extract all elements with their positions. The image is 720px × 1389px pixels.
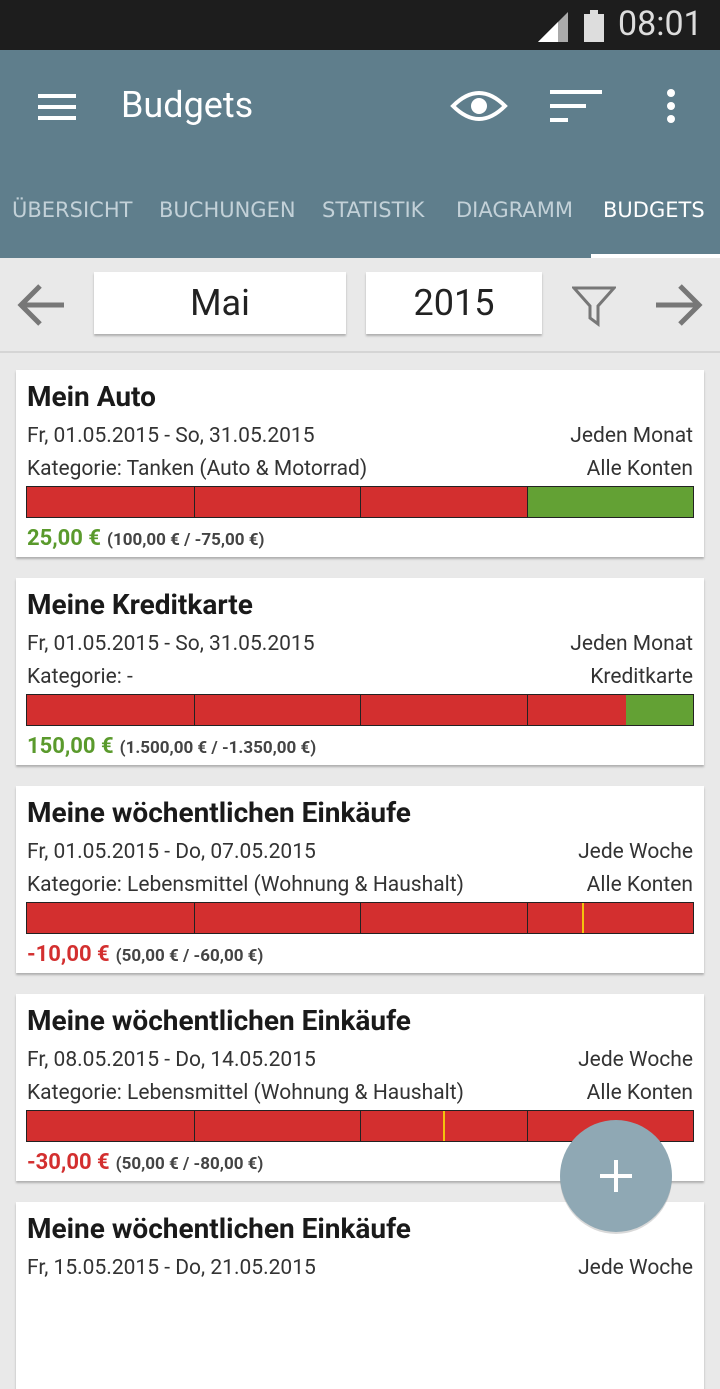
tab[interactable]: BUDGETS <box>603 198 705 222</box>
amount-line: 25,00 € (100,00 € / -75,00 €) <box>27 526 264 551</box>
tab[interactable]: STATISTIK <box>322 198 425 222</box>
budget-name: Meine wöchentlichen Einkäufe <box>27 796 411 829</box>
remaining-amount: -10,00 € <box>27 942 110 967</box>
recurrence: Jeden Monat <box>570 424 693 448</box>
bar-divider <box>360 487 361 517</box>
more-button[interactable] <box>664 88 678 124</box>
budget-detail: (50,00 € / -60,00 €) <box>115 946 264 966</box>
budget-name: Meine Kreditkarte <box>27 588 253 621</box>
budget-card[interactable]: Meine Kreditkarte Fr, 01.05.2015 - So, 31… <box>16 578 704 765</box>
budget-card[interactable]: Meine wöchentlichen Einkäufe Fr, 01.05.20… <box>16 786 704 973</box>
bar-divider <box>193 1111 195 1141</box>
sort-button[interactable] <box>550 90 602 122</box>
amount-line: -30,00 € (50,00 € / -80,00 €) <box>27 1150 263 1175</box>
account: Alle Konten <box>586 1081 693 1105</box>
period: Fr, 08.05.2015 - Do, 14.05.2015 <box>27 1048 316 1072</box>
bar-divider <box>193 903 195 933</box>
bar-divider <box>193 695 195 725</box>
year-selector[interactable]: 2015 <box>366 272 542 334</box>
account: Alle Konten <box>586 873 693 897</box>
next-button[interactable] <box>652 282 704 328</box>
remaining-segment <box>526 487 693 517</box>
bar-divider <box>526 903 528 933</box>
bar-divider <box>360 695 361 725</box>
budget-marker <box>443 1111 446 1141</box>
bar-divider <box>193 487 195 517</box>
period: Fr, 01.05.2015 - So, 31.05.2015 <box>27 632 315 656</box>
progress-bar <box>26 486 694 518</box>
budget-detail: (1.500,00 € / -1.350,00 €) <box>119 738 317 758</box>
tab[interactable]: DIAGRAMM <box>456 198 573 222</box>
prev-button[interactable] <box>16 282 68 328</box>
bar-divider <box>526 487 528 517</box>
budget-detail: (100,00 € / -75,00 €) <box>107 530 265 550</box>
add-button[interactable] <box>556 1116 678 1238</box>
clock: 08:01 <box>618 4 703 44</box>
remaining-amount: -30,00 € <box>27 1150 110 1175</box>
recurrence: Jede Woche <box>578 1256 693 1280</box>
bar-divider <box>360 903 361 933</box>
category: Kategorie: Lebensmittel (Wohnung & Haush… <box>27 1081 464 1105</box>
period: Fr, 01.05.2015 - Do, 07.05.2015 <box>27 840 316 864</box>
month-selector[interactable]: Mai <box>94 272 346 334</box>
budget-detail: (50,00 € / -80,00 €) <box>115 1154 264 1174</box>
category: Kategorie: Lebensmittel (Wohnung & Haush… <box>27 873 464 897</box>
budget-name: Mein Auto <box>27 380 156 413</box>
budget-name: Meine wöchentlichen Einkäufe <box>27 1212 411 1245</box>
account: Alle Konten <box>586 457 693 481</box>
spent-segment <box>27 487 527 517</box>
view-button[interactable] <box>450 88 508 124</box>
amount-line: -10,00 € (50,00 € / -60,00 €) <box>27 942 263 967</box>
recurrence: Jede Woche <box>578 1048 693 1072</box>
status-icons <box>538 10 604 42</box>
tab[interactable]: ÜBERSICHT <box>12 198 133 222</box>
app-bar: Budgets ÜBERSICHT BUCHUNGEN STATISTIK DIAGR… <box>0 50 720 258</box>
account: Kreditkarte <box>590 665 693 689</box>
filter-button[interactable] <box>572 284 616 328</box>
bar-divider <box>526 695 528 725</box>
category: Kategorie: - <box>27 665 133 689</box>
category: Kategorie: Tanken (Auto & Motorrad) <box>27 457 368 481</box>
recurrence: Jeden Monat <box>570 632 693 656</box>
remaining-amount: 150,00 € <box>27 734 114 759</box>
menu-button[interactable] <box>38 92 76 122</box>
period: Fr, 15.05.2015 - Do, 21.05.2015 <box>27 1256 316 1280</box>
divider <box>0 351 720 353</box>
recurrence: Jede Woche <box>578 840 693 864</box>
progress-bar <box>26 902 694 934</box>
tab[interactable]: BUCHUNGEN <box>159 198 296 222</box>
remaining-segment <box>626 695 693 725</box>
bar-divider <box>360 1111 361 1141</box>
spent-segment <box>27 695 627 725</box>
tab-indicator <box>591 254 720 258</box>
app-title: Budgets <box>121 84 254 126</box>
budget-card[interactable]: Mein Auto Fr, 01.05.2015 - So, 31.05.2015… <box>16 370 704 557</box>
progress-bar <box>26 694 694 726</box>
period: Fr, 01.05.2015 - So, 31.05.2015 <box>27 424 315 448</box>
bar-divider <box>526 1111 528 1141</box>
budget-name: Meine wöchentlichen Einkäufe <box>27 1004 411 1037</box>
status-bar: 08:01 <box>0 0 720 50</box>
budget-marker <box>582 903 584 933</box>
remaining-amount: 25,00 € <box>27 526 101 551</box>
amount-line: 150,00 € (1.500,00 € / -1.350,00 €) <box>27 734 316 759</box>
